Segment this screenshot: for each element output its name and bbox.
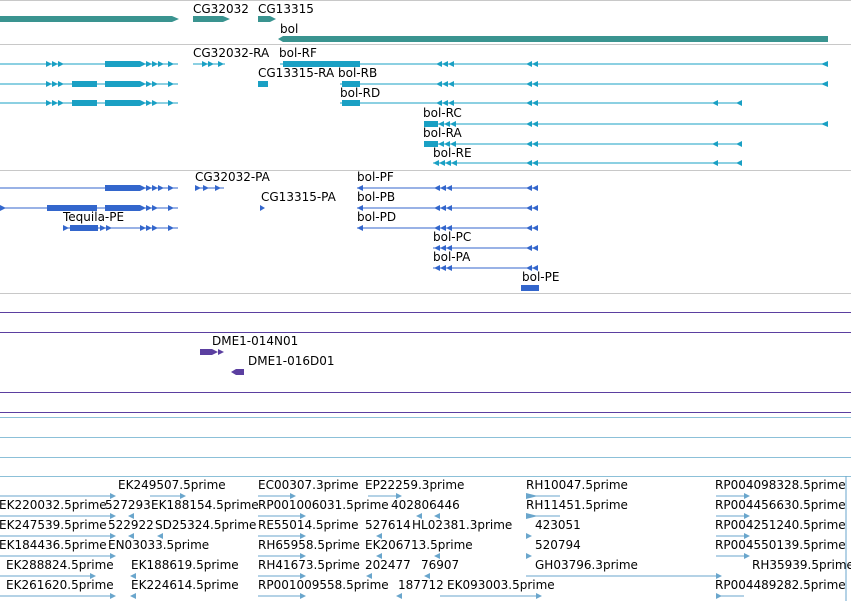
transcript-track-glyphs (0, 61, 828, 164)
est-label[interactable]: RP004098328.5prime (715, 478, 846, 492)
probe-track-line (0, 412, 851, 413)
est-label[interactable]: 423051 (535, 518, 581, 532)
est-label[interactable]: RH41673.5prime (258, 558, 360, 572)
est-arrow-glyphs (90, 493, 750, 599)
transcript-arrow-glyphs (46, 61, 828, 166)
est-track-line (0, 476, 851, 477)
transcript-label[interactable]: CG32032-RA (193, 46, 270, 60)
transcript-label[interactable]: bol-RA (423, 126, 462, 140)
track-separator (0, 170, 851, 171)
protein-label[interactable]: bol-PD (357, 210, 397, 224)
est-label[interactable]: EC00307.3prime (258, 478, 359, 492)
transcript-label[interactable]: bol-RF (279, 46, 317, 60)
protein-label[interactable]: CG13315-PA (261, 190, 336, 204)
est-track-line (0, 417, 851, 418)
probe-track-line (0, 392, 851, 393)
est-label[interactable]: EK247539.5prime (0, 518, 107, 532)
est-label[interactable]: 76907 (421, 558, 460, 572)
est-label[interactable]: RP001006031.5prime (258, 498, 389, 512)
est-label[interactable]: EP22259.3prime (365, 478, 465, 492)
est-label[interactable]: EK220032.5prime (0, 498, 107, 512)
transcript-label[interactable]: bol-RE (433, 146, 472, 160)
protein-arrow-glyphs (0, 185, 538, 271)
est-label[interactable]: EN03033.5prime (108, 538, 210, 552)
est-label[interactable]: EK288824.5prime (6, 558, 114, 572)
protein-label[interactable]: Tequila-PE (63, 210, 125, 224)
protein-label[interactable]: bol-PC (433, 230, 472, 244)
est-label[interactable]: EK188619.5prime (131, 558, 239, 572)
protein-label[interactable]: bol-PE (522, 270, 560, 284)
est-label[interactable]: RH35939.5prime (752, 558, 851, 572)
gene-feature-arrow (278, 36, 283, 42)
est-label[interactable]: EK206713.5prime (365, 538, 473, 552)
est-label[interactable]: RH65958.5prime (258, 538, 360, 552)
protein-label[interactable]: bol-PF (357, 170, 394, 184)
gene-track-glyphs (0, 16, 828, 42)
est-label[interactable]: RP001009558.5prime (258, 578, 389, 592)
est-label[interactable]: 187712 (398, 578, 444, 592)
est-label[interactable]: RP004489282.5prime (715, 578, 846, 592)
est-label[interactable]: RP004550139.5prime (715, 538, 846, 552)
est-label[interactable]: RP004456630.5prime (715, 498, 846, 512)
est-label[interactable]: EK184436.5prime (0, 538, 107, 552)
est-label[interactable]: 202477 (365, 558, 411, 572)
est-track-line (0, 437, 851, 438)
gene-feature[interactable] (258, 16, 270, 22)
probe-label[interactable]: DME1-014N01 (212, 334, 299, 348)
est-label[interactable]: RH11451.5prime (526, 498, 628, 512)
track-separator (0, 293, 851, 294)
probe-track-glyphs (200, 349, 244, 375)
track-separator (0, 0, 851, 1)
track-separator (0, 44, 851, 45)
gene-label[interactable]: CG32032 (193, 2, 249, 16)
est-label[interactable]: EK093003.5prime (447, 578, 555, 592)
est-label[interactable]: GH03796.3prime (535, 558, 638, 572)
est-label[interactable]: RH10047.5prime (526, 478, 628, 492)
est-track-line (0, 457, 851, 458)
est-label[interactable]: 527293 (105, 498, 151, 512)
est-label[interactable]: RE55014.5prime (258, 518, 359, 532)
protein-label[interactable]: bol-PB (357, 190, 396, 204)
probe-label[interactable]: DME1-016D01 (248, 354, 335, 368)
gene-feature-arrow (270, 16, 276, 22)
est-label[interactable]: EK224614.5prime (131, 578, 239, 592)
est-label[interactable]: 402806446 (391, 498, 460, 512)
est-label[interactable]: 520794 (535, 538, 581, 552)
est-label[interactable]: EK261620.5prime (6, 578, 114, 592)
est-label[interactable]: 527614 (365, 518, 411, 532)
probe-track-line (0, 312, 851, 313)
probe-track-line (0, 332, 851, 333)
gene-feature[interactable] (0, 16, 172, 22)
protein-label[interactable]: bol-PA (433, 250, 471, 264)
gene-label[interactable]: bol (280, 22, 299, 36)
gene-label[interactable]: CG13315 (258, 2, 314, 16)
transcript-label[interactable]: bol-RD (340, 86, 381, 100)
est-label[interactable]: SD25324.5prime (155, 518, 257, 532)
protein-label[interactable]: CG32032-PA (195, 170, 270, 184)
gene-feature[interactable] (193, 16, 223, 22)
transcript-label[interactable]: bol-RC (423, 106, 462, 120)
est-track-glyphs (0, 476, 847, 601)
gene-feature[interactable] (283, 36, 828, 42)
gene-feature-arrow (223, 16, 230, 22)
est-label[interactable]: RP004251240.5prime (715, 518, 846, 532)
est-label[interactable]: EK249507.5prime (118, 478, 226, 492)
est-label[interactable]: EK188154.5prime (151, 498, 259, 512)
transcript-label[interactable]: CG13315-RA (258, 66, 335, 80)
gene-feature-arrow (172, 16, 179, 22)
est-label[interactable]: HL02381.3prime (412, 518, 513, 532)
est-label[interactable]: 522922 (108, 518, 154, 532)
transcript-label[interactable]: bol-RB (338, 66, 378, 80)
